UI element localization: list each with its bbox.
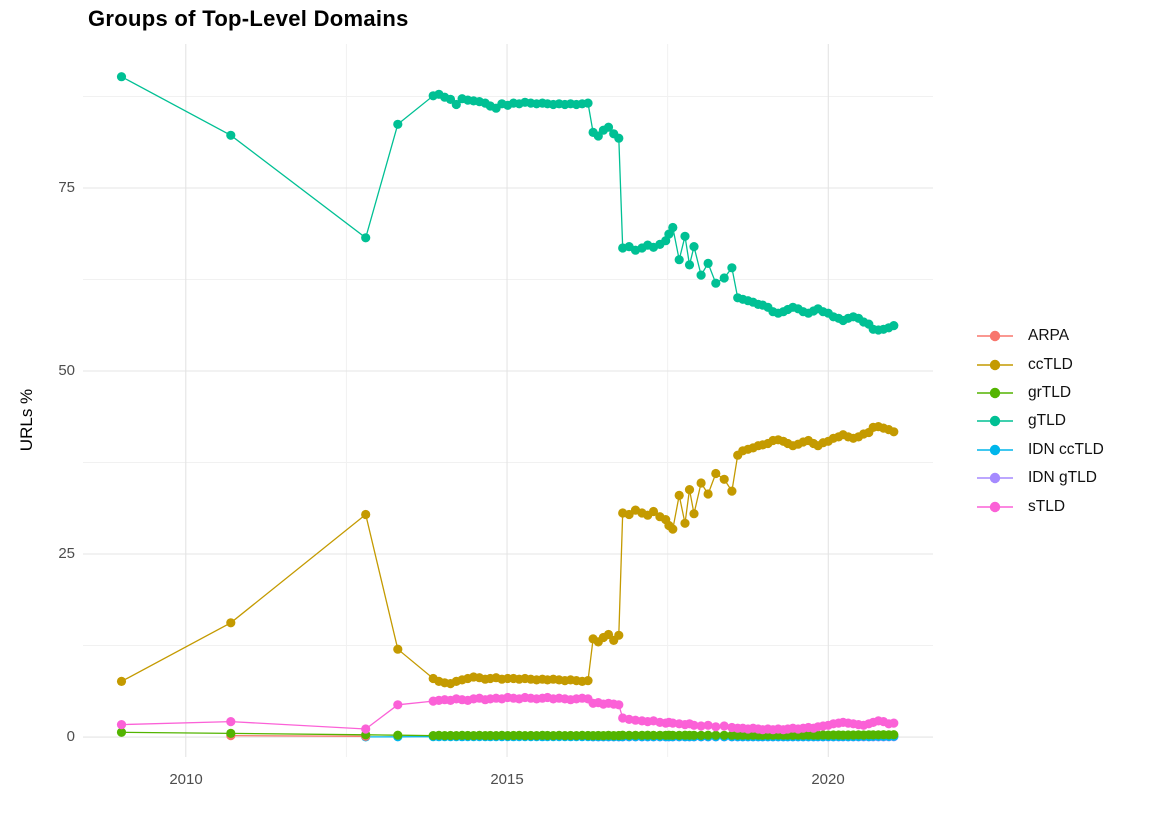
legend-label: sTLD: [1028, 497, 1066, 515]
chart-title: Groups of Top-Level Domains: [88, 6, 409, 31]
legend-key-icon: [977, 501, 1013, 512]
legend-key-icon: [977, 444, 1013, 455]
y-tick-50: 50: [58, 362, 75, 379]
legend-label: gTLD: [1028, 412, 1066, 430]
x-tick-2020: 2020: [811, 771, 845, 788]
legend-label: ccTLD: [1028, 355, 1073, 373]
legend-key-icon: [977, 330, 1013, 342]
legend-label: IDN gTLD: [1028, 469, 1097, 487]
legend-key-icon: [977, 387, 1013, 399]
x-tick-2015: 2015: [490, 771, 524, 788]
legend-item-gtld: gTLD: [976, 407, 1104, 435]
legend-item-cctld: ccTLD: [976, 350, 1104, 378]
legend-item-stld: sTLD: [976, 492, 1104, 520]
y-tick-0: 0: [66, 728, 75, 745]
legend-item-idn-gtld: IDN gTLD: [976, 464, 1104, 492]
y-tick-75: 75: [58, 179, 75, 196]
legend-key-icon: [977, 416, 1013, 427]
legend-label: grTLD: [1028, 383, 1072, 401]
x-tick-2010: 2010: [169, 771, 203, 788]
legend-label: IDN ccTLD: [1028, 440, 1104, 458]
legend: ARPA ccTLD grTLD gTLD: [976, 322, 1104, 521]
legend-label: ARPA: [1028, 327, 1070, 345]
legend-item-grtld: grTLD: [976, 379, 1104, 407]
legend-key-icon: [977, 472, 1013, 484]
legend-item-arpa: ARPA: [976, 322, 1104, 350]
legend-item-idn-cctld: IDN ccTLD: [976, 436, 1104, 464]
y-tick-25: 25: [58, 545, 75, 562]
legend-key-icon: [977, 359, 1013, 370]
